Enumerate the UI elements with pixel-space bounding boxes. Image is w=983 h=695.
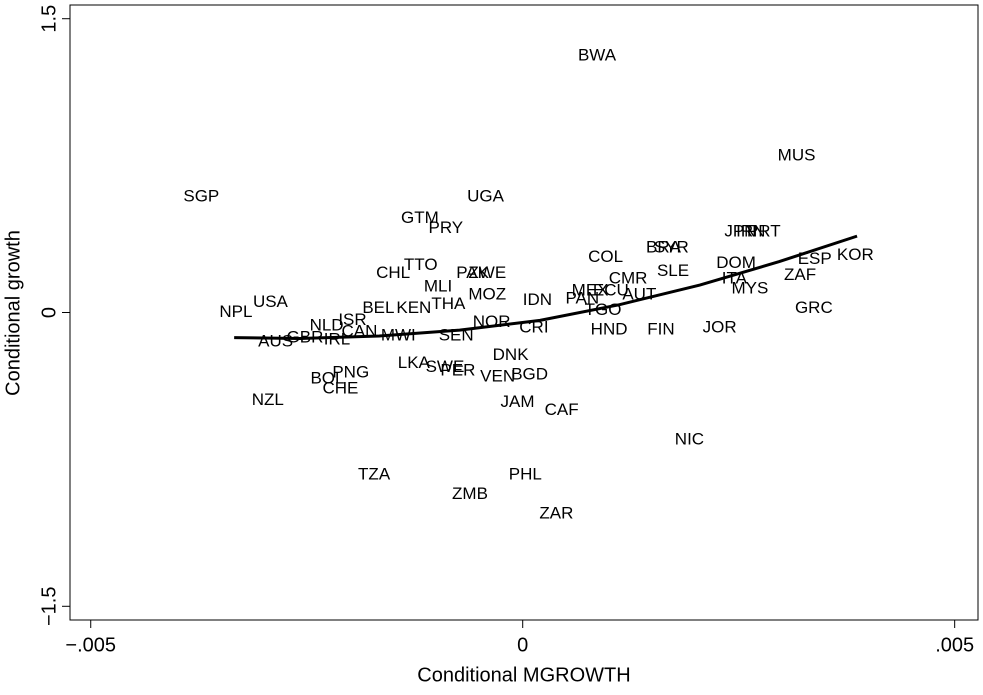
point-label: JOR xyxy=(703,318,737,337)
point-label: NLD xyxy=(310,316,344,335)
point-label: ZAR xyxy=(539,504,573,523)
point-label: GTM xyxy=(401,208,439,227)
point-label: JAM xyxy=(501,392,535,411)
point-label: CMR xyxy=(609,269,648,288)
point-label: PAN xyxy=(565,288,599,307)
point-label: CAF xyxy=(545,400,579,419)
point-label: BWA xyxy=(578,45,617,64)
y-tick-label: −1.5 xyxy=(38,587,60,626)
point-label: MOZ xyxy=(468,284,506,303)
point-label: MUS xyxy=(778,145,816,164)
point-label: NZL xyxy=(252,390,284,409)
point-label: KEN xyxy=(396,298,431,317)
point-label: SGP xyxy=(183,186,219,205)
plot-frame xyxy=(69,4,979,621)
point-label: ZMB xyxy=(452,484,488,503)
point-label: KOR xyxy=(837,245,874,264)
point-label: IDN xyxy=(523,290,552,309)
point-label: JPN xyxy=(724,222,756,241)
point-label: LKA xyxy=(398,353,431,372)
point-label: PRY xyxy=(428,218,463,237)
point-label: MYS xyxy=(731,278,768,297)
point-label: CHL xyxy=(376,263,410,282)
point-label: UGA xyxy=(467,186,505,205)
point-label: AUS xyxy=(258,331,293,350)
point-label: COL xyxy=(588,247,623,266)
point-label: BGD xyxy=(511,365,548,384)
point-label: MLI xyxy=(424,277,452,296)
point-label: ECU xyxy=(593,280,629,299)
y-axis-title: Conditional growth xyxy=(2,230,24,396)
y-tick-label: 0 xyxy=(38,307,60,318)
point-label: SWE xyxy=(426,357,465,376)
point-label: ZWE xyxy=(468,263,506,282)
point-label: DOM xyxy=(716,253,756,272)
point-label: HND xyxy=(591,320,628,339)
point-label: THA xyxy=(431,294,466,313)
point-label: BOL xyxy=(310,369,344,388)
x-axis-title: Conditional MGROWTH xyxy=(417,664,630,686)
x-tick-label: −.005 xyxy=(65,634,116,656)
point-label: NIC xyxy=(675,429,704,448)
x-tick-label: 0 xyxy=(517,634,528,656)
point-label: BEL xyxy=(362,298,394,317)
point-label: SYR xyxy=(654,237,689,256)
point-label: PNG xyxy=(332,363,369,382)
point-label: IRN xyxy=(736,222,765,241)
fit-line xyxy=(234,234,858,341)
point-label: TZA xyxy=(358,465,391,484)
point-label: TTO xyxy=(404,255,438,274)
point-label: PER xyxy=(440,361,475,380)
point-label: DNK xyxy=(493,345,530,364)
point-label: GRC xyxy=(795,298,833,317)
point-label: PRT xyxy=(747,222,781,241)
point-label: SLE xyxy=(657,261,689,280)
x-tick-label: .005 xyxy=(935,634,974,656)
point-label: ZAF xyxy=(784,265,816,284)
point-label: CHE xyxy=(322,378,358,397)
point-label: USA xyxy=(253,292,289,311)
point-label: FIN xyxy=(647,320,674,339)
point-label: ISR xyxy=(338,310,366,329)
point-label: MEX xyxy=(572,280,609,299)
point-label: PHL xyxy=(509,465,542,484)
point-label: BRA xyxy=(646,237,682,256)
y-tick-label: 1.5 xyxy=(38,5,60,33)
point-label: VEN xyxy=(480,367,515,386)
point-label: NPL xyxy=(219,302,252,321)
point-label: PAK xyxy=(456,263,489,282)
point-label: IRL xyxy=(324,329,350,348)
